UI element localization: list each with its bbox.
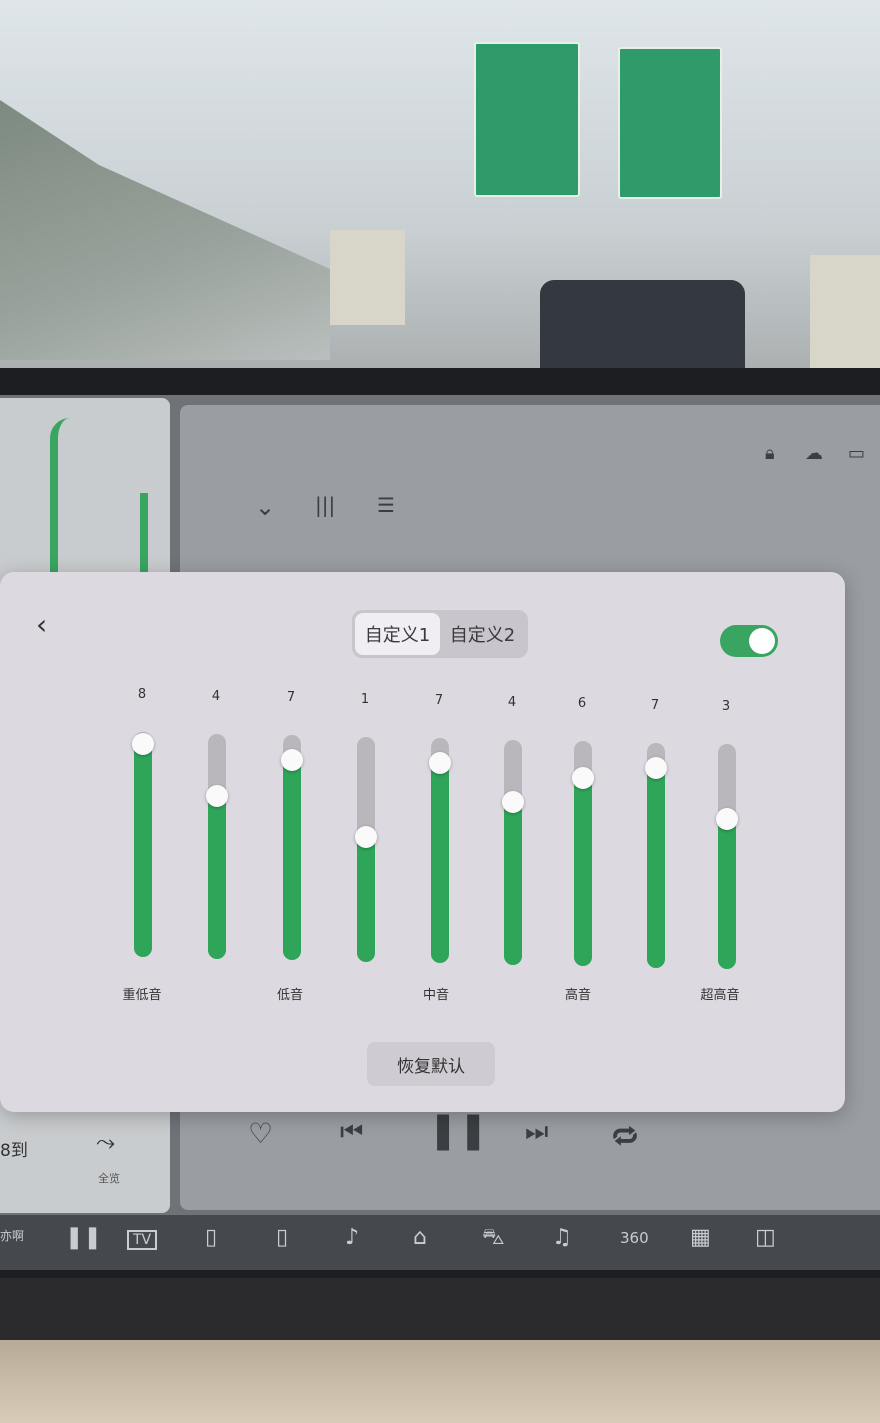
repeat-icon[interactable]: 🔁︎	[612, 1123, 639, 1153]
car-door-icon[interactable]: ▯	[276, 1225, 289, 1250]
tv-icon[interactable]: TV	[127, 1230, 158, 1250]
equalizer-icon[interactable]: |||	[315, 493, 336, 517]
seat-icon[interactable]: ♪	[345, 1225, 360, 1250]
slider-knob[interactable]	[716, 808, 738, 830]
slider-track[interactable]	[645, 742, 667, 968]
slider-knob[interactable]	[355, 825, 377, 848]
slider-fill	[357, 836, 375, 962]
slider-fill	[504, 801, 522, 965]
slider-fill	[431, 763, 449, 963]
previous-icon[interactable]: ⏮	[340, 1117, 364, 1147]
band-value: 4	[507, 694, 517, 710]
slider-track[interactable]	[281, 735, 303, 960]
reset-default-button[interactable]: 恢复默认	[367, 1042, 495, 1086]
next-icon[interactable]: ⏭	[525, 1117, 549, 1147]
slider-track[interactable]	[572, 741, 594, 966]
slider-track[interactable]	[132, 732, 154, 957]
equalizer-toggle[interactable]	[720, 625, 778, 657]
playlist-icon[interactable]: ☰	[377, 493, 395, 517]
pause-icon[interactable]: ❚❚	[65, 1225, 102, 1250]
band-value: 8	[137, 687, 147, 702]
slider-fill	[208, 795, 226, 959]
band-label: 超高音	[700, 988, 740, 1003]
music-icon[interactable]: ♫	[552, 1225, 572, 1250]
windshield-view	[0, 0, 880, 385]
slider-knob[interactable]	[281, 749, 303, 771]
band-value: 3	[721, 699, 731, 714]
screen-icon[interactable]: ▭	[848, 443, 866, 464]
car-front-icon[interactable]: ⛍	[482, 1225, 505, 1250]
cloud-icon[interactable]: ☁	[805, 443, 823, 464]
equalizer-dialog: ‹ 自定义1 自定义2 8 4 7 1 7 4 6 7 3 重低音 低音 中音 …	[0, 572, 845, 1112]
slider-fill	[718, 819, 736, 969]
slider-track[interactable]	[206, 733, 228, 959]
slider-knob[interactable]	[206, 784, 228, 807]
band-value: 7	[434, 693, 444, 708]
preset-tabs: 自定义1 自定义2	[352, 610, 528, 658]
band-label: 高音	[564, 988, 592, 1003]
slider-track[interactable]	[355, 736, 377, 962]
eta-text: 8到	[0, 1141, 28, 1161]
road-sign	[618, 47, 722, 199]
heart-icon[interactable]: ♡	[248, 1117, 274, 1150]
road-sign	[474, 42, 580, 197]
slider-fill	[574, 778, 592, 966]
overview-label[interactable]: 全览	[98, 1172, 120, 1185]
band-label: 低音	[276, 988, 304, 1003]
band-label: 中音	[422, 988, 450, 1003]
tab-custom-1[interactable]: 自定义1	[355, 613, 440, 655]
camera-360-icon[interactable]: 360	[620, 1229, 649, 1247]
apps-icon[interactable]: ▦	[690, 1225, 711, 1250]
band-value: 7	[286, 690, 296, 705]
band-value: 1	[360, 691, 370, 707]
slider-track[interactable]	[429, 738, 451, 963]
chevron-down-icon[interactable]: ⌄	[255, 493, 276, 521]
slider-knob[interactable]	[429, 752, 451, 774]
slider-fill	[134, 744, 152, 957]
lock-icon[interactable]: 🔒︎	[765, 443, 775, 464]
slider-track[interactable]	[502, 739, 524, 965]
slider-fill	[283, 760, 301, 960]
band-value: 6	[577, 696, 587, 711]
band-value: 4	[211, 688, 221, 704]
slider-knob[interactable]	[132, 733, 154, 755]
route-overview-icon[interactable]: ⤳	[96, 1128, 116, 1156]
slider-knob[interactable]	[572, 767, 594, 789]
slider-fill	[647, 767, 665, 968]
bottom-dock: 亦啊 ❚❚ TV ▯ ▯ ♪ ⌂ ⛍ ♫ 360 ▦ ◫	[0, 1215, 880, 1270]
band-label: 重低音	[122, 988, 162, 1003]
slider-knob[interactable]	[502, 790, 524, 813]
band-value: 7	[650, 697, 660, 713]
trunk-icon[interactable]: ◫	[755, 1225, 776, 1250]
tab-custom-2[interactable]: 自定义2	[449, 625, 516, 646]
car-top-icon[interactable]: ▯	[205, 1225, 218, 1250]
back-icon[interactable]: ‹	[36, 608, 48, 641]
pause-icon[interactable]: ❚❚	[428, 1110, 489, 1151]
home-icon[interactable]: ⌂	[413, 1225, 427, 1250]
slider-knob[interactable]	[645, 756, 667, 779]
slider-track[interactable]	[716, 744, 738, 969]
dock-text: 亦啊	[0, 1229, 25, 1243]
